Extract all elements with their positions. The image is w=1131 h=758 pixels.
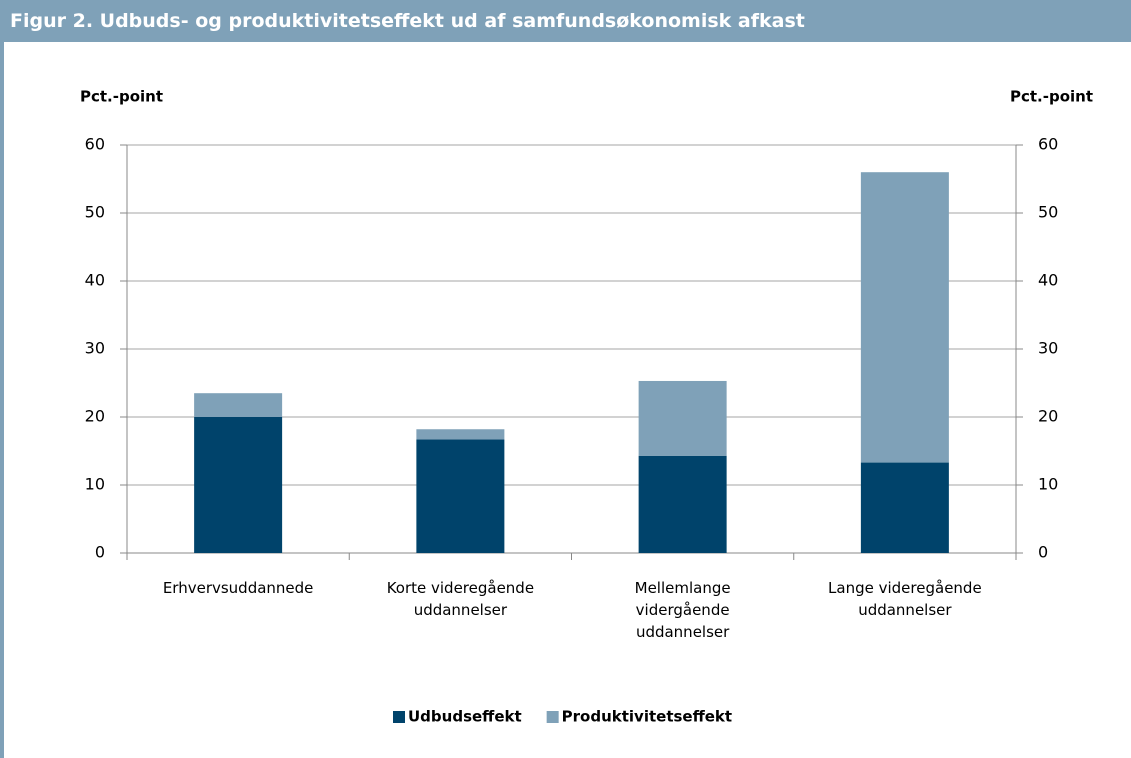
y-axis-label: Pct.-point (80, 88, 163, 106)
chart-title: Figur 2. Udbuds- og produktivitetseffekt… (10, 10, 805, 32)
y-tick-label: 60 (85, 135, 105, 154)
bar-segment (638, 380, 727, 456)
legend-label: Produktivitetseffekt (562, 708, 732, 726)
y2-tick-label: 20 (1038, 407, 1058, 426)
legend-swatch (393, 711, 405, 723)
y-tick-label: 0 (95, 543, 105, 562)
bar-segment (860, 172, 949, 463)
x-tick-label: Lange videregående uddannelser (828, 579, 982, 619)
x-tick-label: Mellemlange vidergående uddannelser (634, 579, 731, 641)
y2-tick-label: 60 (1038, 135, 1058, 154)
y-tick-label: 10 (85, 475, 105, 494)
x-tick-label: Korte videregående uddannelser (386, 579, 535, 619)
y-tick-label: 20 (85, 407, 105, 426)
y2-tick-label: 40 (1038, 271, 1058, 290)
frame-edge (0, 42, 4, 758)
y2-axis-label: Pct.-point (1010, 88, 1093, 106)
bar-segment (194, 417, 283, 553)
y2-tick-label: 0 (1038, 543, 1048, 562)
x-tick-label: Erhvervsuddannede (162, 579, 314, 597)
title-bar (0, 0, 1131, 42)
bar-segment (416, 439, 505, 553)
bar-segment (416, 429, 505, 440)
y-tick-label: 40 (85, 271, 105, 290)
bar-segment (638, 455, 727, 553)
y2-tick-label: 50 (1038, 203, 1058, 222)
legend-label: Udbudseffekt (408, 708, 522, 726)
y-tick-label: 50 (85, 203, 105, 222)
y2-tick-label: 10 (1038, 475, 1058, 494)
bar-segment (194, 393, 283, 417)
y-tick-label: 30 (85, 339, 105, 358)
bar-segment (860, 462, 949, 553)
y2-tick-label: 30 (1038, 339, 1058, 358)
legend-swatch (546, 711, 559, 723)
